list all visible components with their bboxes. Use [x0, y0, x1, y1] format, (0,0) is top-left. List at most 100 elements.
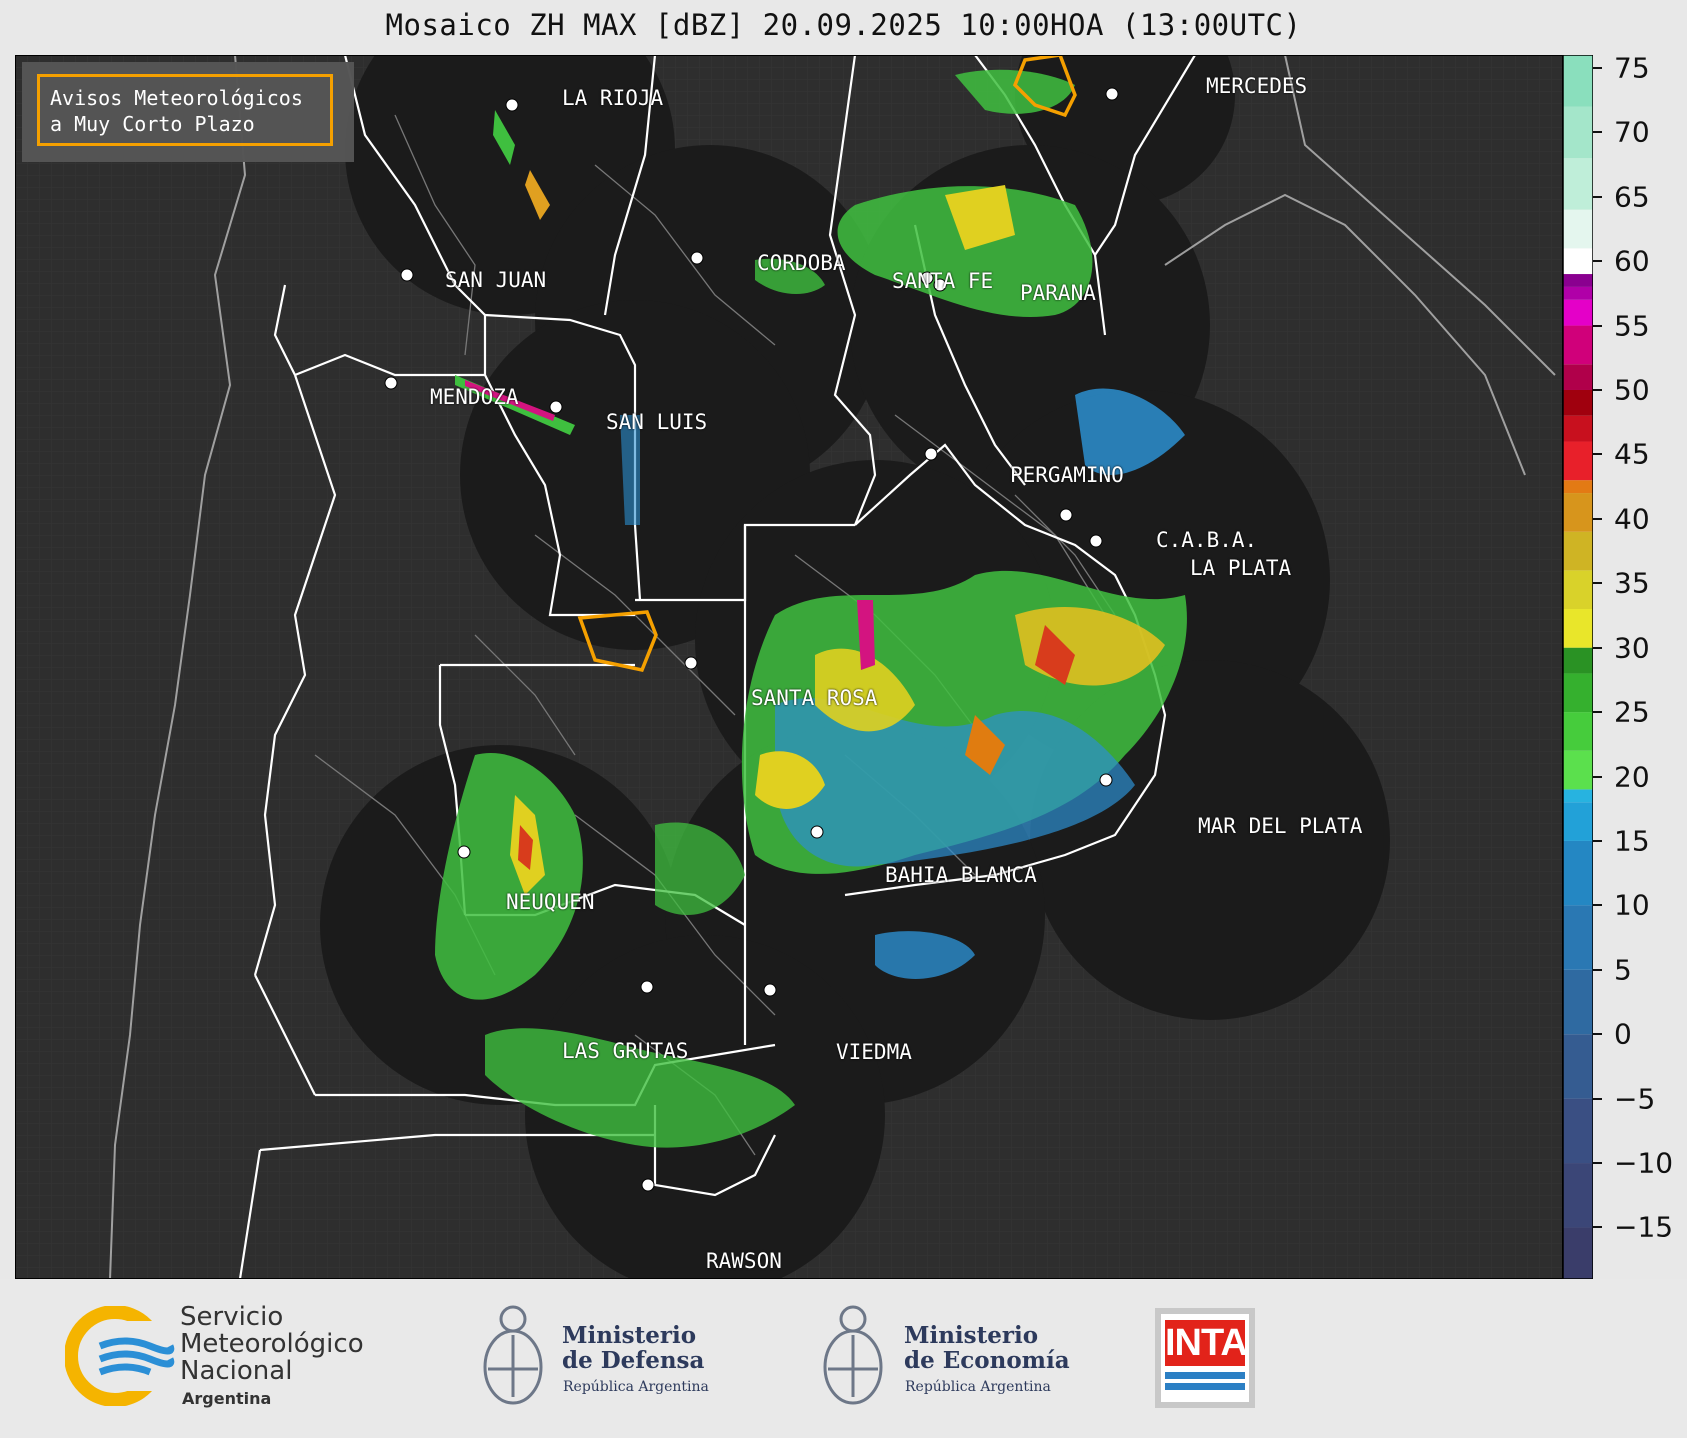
colorbar-tick-label: 15	[1614, 824, 1650, 858]
city-label-rawson: RAWSON	[706, 1249, 782, 1273]
city-label-santa-rosa: SANTA ROSA	[751, 686, 878, 710]
colorbar-tick-mark	[1593, 968, 1602, 971]
city-label-san-luis: SAN LUIS	[606, 410, 708, 434]
colorbar-band	[1563, 299, 1593, 326]
city-label-san-juan: SAN JUAN	[445, 268, 547, 292]
warning-legend: Avisos Meteorológicos a Muy Corto Plazo	[37, 74, 333, 146]
colorbar-band	[1563, 570, 1593, 610]
borders-grey	[109, 55, 1556, 1279]
defensa-coat-of-arms-icon	[483, 1305, 543, 1405]
colorbar-tick-label: −5	[1614, 1082, 1656, 1116]
city-label-mercedes: MERCEDES	[1206, 74, 1308, 98]
colorbar-band	[1563, 1034, 1593, 1099]
colorbar-band	[1563, 712, 1593, 751]
smn-logo-text: Servicio Meteorológico Nacional	[180, 1302, 364, 1386]
colorbar-band	[1563, 274, 1593, 287]
city-label-parana: PARANA	[1020, 281, 1096, 305]
colorbar-band	[1563, 609, 1593, 648]
city-markers	[384, 87, 1119, 1192]
colorbar-band	[1563, 789, 1593, 803]
economia-logo-text: Ministerio de Economía	[904, 1322, 1070, 1374]
city-label-neuquen: NEUQUEN	[506, 890, 595, 914]
colorbar-band	[1563, 55, 1593, 107]
colorbar-tick-label: 55	[1614, 309, 1650, 343]
warning-polygons	[577, 55, 1077, 673]
inta-logo: INTA	[1155, 1308, 1255, 1408]
colorbar-tick-mark	[1593, 904, 1602, 907]
colorbar-band	[1563, 158, 1593, 210]
colorbar-tick-mark	[1593, 711, 1602, 714]
colorbar-tick-mark	[1593, 1226, 1602, 1229]
colorbar-band	[1563, 106, 1593, 159]
colorbar-band	[1563, 647, 1593, 674]
colorbar-band	[1563, 493, 1593, 532]
colorbar-tick-label: 70	[1614, 115, 1650, 149]
colorbar-band	[1563, 969, 1593, 1035]
colorbar-band	[1563, 673, 1593, 713]
colorbar-band	[1563, 531, 1593, 571]
smn-logo-icon	[65, 1306, 175, 1406]
map-canvas	[15, 55, 1563, 1279]
colorbar-tick-mark	[1593, 775, 1602, 778]
colorbar-band	[1563, 1098, 1593, 1164]
city-label-la-rioja: LA RIOJA	[562, 86, 664, 110]
inta-logo-text: INTA	[1165, 1320, 1248, 1366]
colorbar-tick-label: 60	[1614, 244, 1650, 278]
colorbar-band	[1563, 364, 1593, 390]
colorbar-tick-mark	[1593, 195, 1602, 198]
colorbar-tick-mark	[1593, 388, 1602, 391]
colorbar-tick-mark	[1593, 453, 1602, 456]
smn-logo-country: Argentina	[182, 1389, 272, 1408]
colorbar-tick-mark	[1593, 260, 1602, 263]
footer-logos: Servicio Meteorológico Nacional Argentin…	[0, 1279, 1687, 1438]
colorbar-band	[1563, 209, 1593, 249]
colorbar-tick-label: 75	[1614, 51, 1650, 85]
colorbar-band	[1563, 325, 1593, 365]
city-label-caba: C.A.B.A.	[1156, 528, 1258, 552]
colorbar-tick-label: 50	[1614, 373, 1650, 407]
colorbar-tick-label: 0	[1614, 1017, 1632, 1051]
defensa-logo-text: Ministerio de Defensa	[562, 1322, 705, 1374]
colorbar-band	[1563, 286, 1593, 300]
colorbar-tick-label: 30	[1614, 631, 1650, 665]
economia-coat-of-arms-icon	[823, 1305, 883, 1405]
colorbar-bands	[1563, 55, 1593, 1279]
colorbar-band	[1563, 905, 1593, 970]
warning-polygon	[1012, 55, 1077, 118]
colorbar-tick-mark	[1593, 1162, 1602, 1165]
colorbar-band	[1563, 750, 1593, 790]
colorbar-tick-label: 40	[1614, 502, 1650, 536]
warning-polygon	[577, 610, 658, 673]
colorbar-tick-mark	[1593, 646, 1602, 649]
colorbar-band	[1563, 415, 1593, 442]
colorbar-tick-mark	[1593, 324, 1602, 327]
city-label-las-grutas: LAS GRUTAS	[562, 1039, 689, 1063]
city-label-pergamino: PERGAMINO	[1010, 463, 1124, 487]
city-label-la-plata: LA PLATA	[1190, 556, 1292, 580]
colorbar-tick-mark	[1593, 839, 1602, 842]
colorbar-band	[1563, 840, 1593, 906]
colorbar-tick-label: 35	[1614, 566, 1650, 600]
colorbar	[1563, 55, 1593, 1279]
colorbar-tick-mark	[1593, 517, 1602, 520]
colorbar-tick-mark	[1593, 1033, 1602, 1036]
city-label-mendoza: MENDOZA	[430, 385, 519, 409]
city-label-viedma: VIEDMA	[836, 1040, 912, 1064]
colorbar-tick-label: 65	[1614, 180, 1650, 214]
economia-logo-sub: República Argentina	[905, 1379, 1051, 1395]
radar-map[interactable]	[15, 55, 1563, 1279]
colorbar-tick-label: 20	[1614, 760, 1650, 794]
colorbar-tick-mark	[1593, 582, 1602, 585]
colorbar-tick-label: 5	[1614, 953, 1632, 987]
city-label-bahia-blanca: BAHIA BLANCA	[885, 863, 1037, 887]
colorbar-band	[1563, 248, 1593, 275]
colorbar-tick-label: 10	[1614, 888, 1650, 922]
colorbar-tick-mark	[1593, 1097, 1602, 1100]
colorbar-tick-mark	[1593, 66, 1602, 69]
colorbar-tick-label: −15	[1614, 1210, 1674, 1244]
map-title: Mosaico ZH MAX [dBZ] 20.09.2025 10:00HOA…	[385, 8, 1302, 42]
colorbar-band	[1563, 1163, 1593, 1228]
radar-echoes	[435, 69, 1187, 1148]
colorbar-band	[1563, 802, 1593, 841]
city-label-santa-fe: SANTA FE	[892, 269, 994, 293]
